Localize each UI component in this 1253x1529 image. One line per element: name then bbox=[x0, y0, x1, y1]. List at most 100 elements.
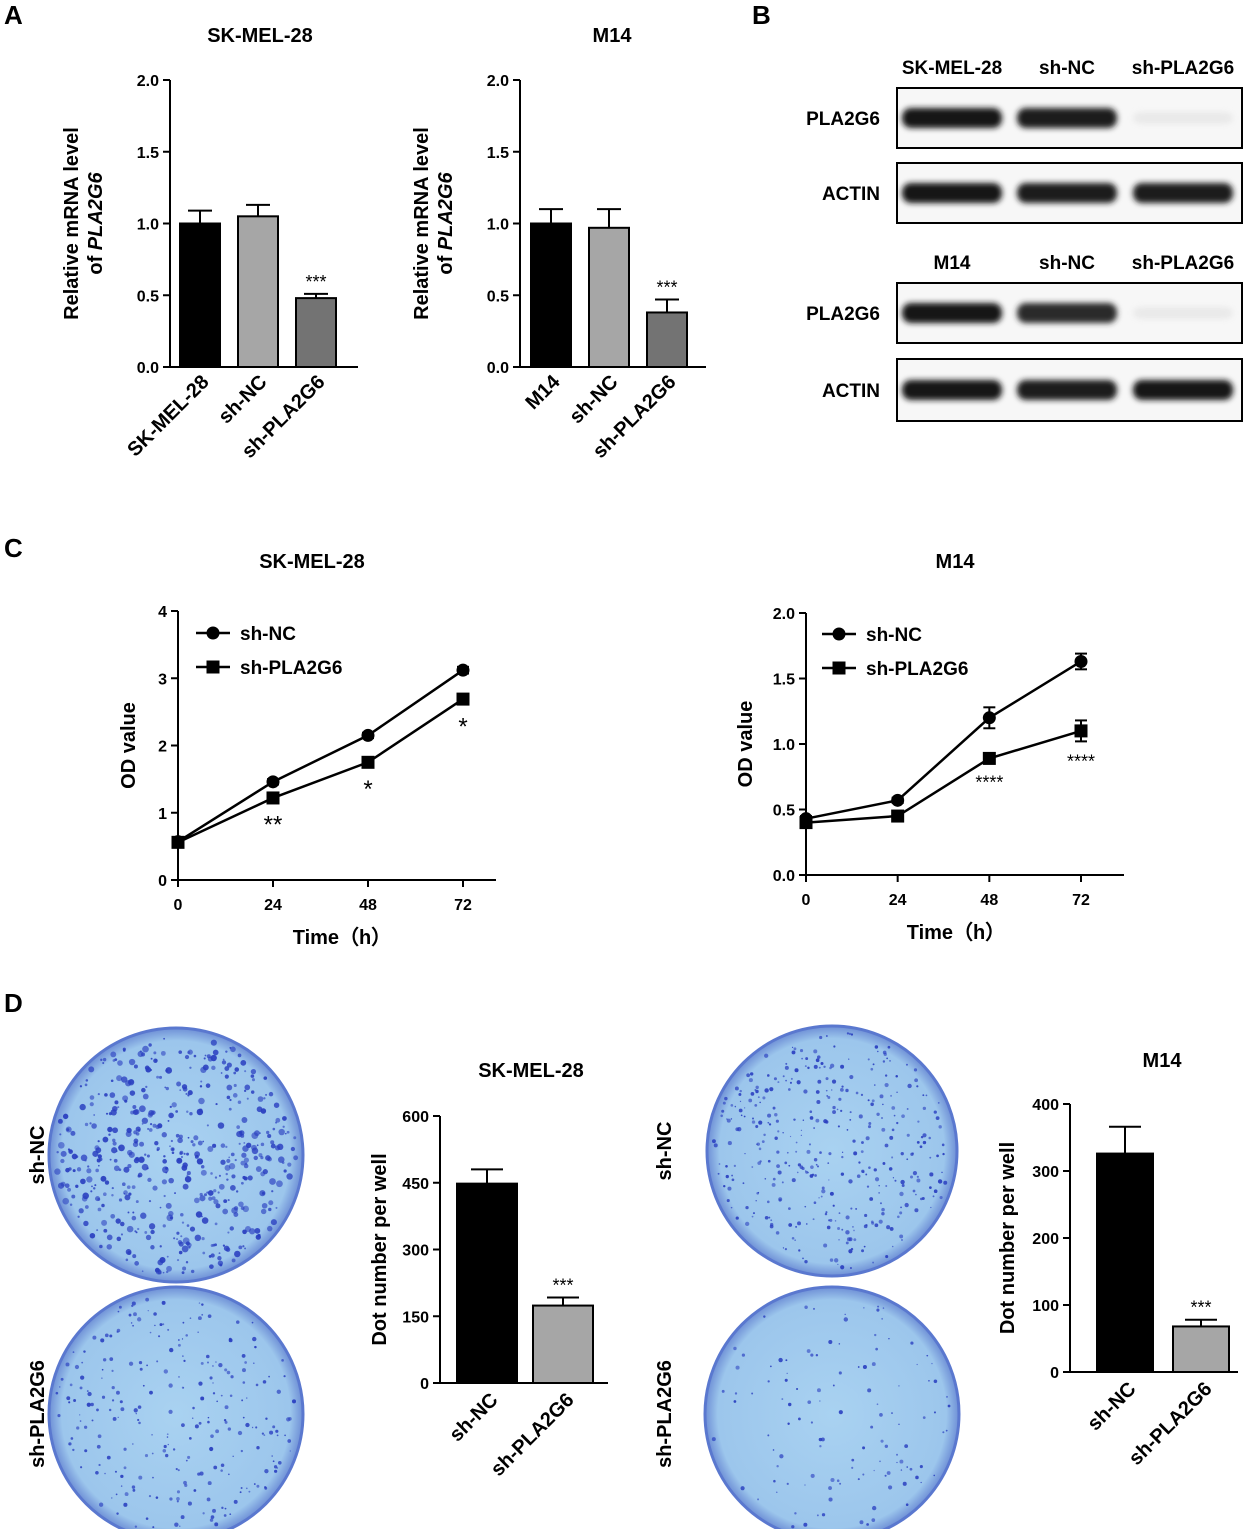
colony-dot bbox=[115, 1493, 118, 1496]
colony-dot bbox=[65, 1362, 70, 1367]
colony-dot bbox=[215, 1429, 220, 1434]
colony-dot bbox=[194, 1197, 200, 1204]
colony-dot bbox=[254, 1227, 261, 1234]
colony-dot bbox=[102, 1358, 107, 1362]
colony-dot bbox=[820, 1195, 823, 1198]
colony-dot bbox=[840, 1064, 845, 1069]
colony-dot bbox=[54, 1168, 61, 1175]
colony-dot bbox=[104, 1180, 110, 1185]
colony-dot bbox=[188, 1437, 192, 1440]
colony-dot bbox=[193, 1489, 197, 1492]
colony-dot bbox=[223, 1199, 228, 1204]
colony-dot bbox=[159, 1206, 162, 1209]
colony-dot bbox=[210, 1434, 214, 1438]
colony-dot bbox=[116, 1236, 122, 1242]
colony-dot bbox=[238, 1142, 241, 1145]
colony-dot bbox=[733, 1346, 737, 1351]
colony-dot bbox=[156, 1075, 160, 1079]
colony-dot bbox=[178, 1241, 184, 1247]
data-point-circle bbox=[361, 728, 375, 742]
colony-dot bbox=[887, 1045, 891, 1049]
colony-dot bbox=[145, 1066, 152, 1073]
colony-dot bbox=[894, 1179, 897, 1182]
colony-dot bbox=[179, 1150, 184, 1155]
colony-dot bbox=[200, 1080, 203, 1083]
colony-dot bbox=[240, 1181, 244, 1185]
colony-dot bbox=[772, 1177, 776, 1181]
colony-dot bbox=[138, 1360, 143, 1365]
colony-dot bbox=[91, 1123, 97, 1129]
colony-dot bbox=[86, 1390, 89, 1393]
colony-dot bbox=[111, 1147, 118, 1154]
series-line bbox=[805, 660, 1082, 820]
colony-dot bbox=[821, 1189, 826, 1194]
colony-dot bbox=[799, 1049, 804, 1053]
colony-dot bbox=[111, 1399, 115, 1402]
colony-dot bbox=[68, 1401, 71, 1404]
colony-dot bbox=[888, 1167, 893, 1171]
colony-dot bbox=[165, 1067, 173, 1074]
y-tick-label: 2.0 bbox=[137, 73, 159, 90]
colony-dot bbox=[85, 1079, 89, 1082]
colony-dot bbox=[875, 1347, 878, 1351]
colony-dot bbox=[791, 1178, 796, 1183]
colony-dot bbox=[866, 1523, 869, 1526]
colony-dot bbox=[731, 1178, 735, 1182]
blot-band-label: ACTIN bbox=[822, 184, 880, 205]
colony-dot bbox=[112, 1417, 117, 1421]
colony-dot bbox=[217, 1260, 224, 1266]
colony-dot bbox=[87, 1165, 90, 1168]
colony-dot bbox=[180, 1213, 184, 1217]
colony-dot bbox=[134, 1525, 138, 1528]
colony-dot bbox=[815, 1163, 818, 1166]
colony-dot bbox=[131, 1185, 136, 1190]
colony-dot bbox=[181, 1165, 188, 1171]
colony-dot bbox=[741, 1353, 746, 1357]
colony-dot bbox=[802, 1257, 804, 1260]
colony-dot bbox=[75, 1184, 79, 1188]
colony-dot bbox=[150, 1057, 153, 1060]
colony-dot bbox=[861, 1141, 864, 1144]
colony-dot bbox=[873, 1469, 875, 1472]
colony-dot bbox=[293, 1155, 299, 1161]
colony-dot bbox=[746, 1073, 751, 1078]
y-tick-label: 450 bbox=[402, 1176, 429, 1193]
colony-dot bbox=[289, 1450, 291, 1452]
colony-dot bbox=[887, 1485, 893, 1490]
colony-dot bbox=[267, 1156, 272, 1162]
colony-dot bbox=[145, 1517, 149, 1520]
colony-dot bbox=[228, 1107, 232, 1111]
colony-dot bbox=[117, 1416, 119, 1418]
colony-dot bbox=[226, 1095, 231, 1100]
colony-dot bbox=[849, 1118, 852, 1121]
colony-dot bbox=[191, 1417, 194, 1419]
colony-dot bbox=[199, 1195, 206, 1202]
colony-dot bbox=[886, 1471, 891, 1475]
colony-dot bbox=[141, 1270, 144, 1273]
colony-dot bbox=[931, 1362, 933, 1365]
colony-dot bbox=[798, 1417, 801, 1421]
colony-dot bbox=[209, 1518, 214, 1522]
colony-dot bbox=[906, 1466, 909, 1468]
colony-dot bbox=[225, 1145, 228, 1149]
colony-dot bbox=[291, 1399, 297, 1404]
colony-dot bbox=[194, 1151, 201, 1158]
colony-dot bbox=[738, 1108, 743, 1113]
colony-dot bbox=[722, 1101, 726, 1105]
colony-dot bbox=[168, 1383, 173, 1388]
colony-dot bbox=[55, 1391, 59, 1395]
colony-dot bbox=[162, 1449, 167, 1453]
colony-dot bbox=[787, 1422, 790, 1425]
colony-dot bbox=[767, 1159, 771, 1163]
y-tick-label: 0 bbox=[1050, 1365, 1059, 1382]
colony-dot bbox=[725, 1174, 729, 1179]
colony-dot bbox=[187, 1136, 190, 1139]
colony-dot bbox=[881, 1127, 886, 1132]
colony-dot bbox=[776, 1491, 778, 1493]
colony-dot bbox=[90, 1190, 93, 1193]
colony-dot bbox=[187, 1051, 191, 1055]
colony-dot bbox=[57, 1414, 61, 1418]
colony-dot bbox=[821, 1186, 825, 1190]
colony-dot bbox=[884, 1074, 888, 1077]
colony-dot bbox=[772, 1106, 776, 1110]
